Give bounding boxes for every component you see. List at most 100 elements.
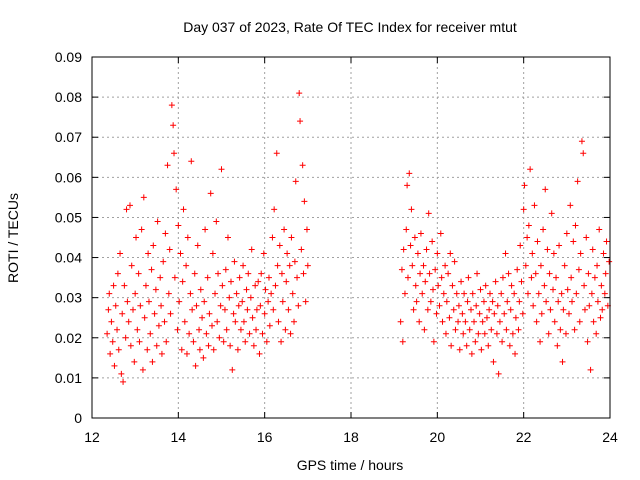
data-point — [117, 250, 124, 257]
data-point — [588, 290, 595, 297]
data-point — [232, 318, 239, 325]
data-point — [132, 290, 139, 297]
data-point — [206, 310, 213, 317]
data-point — [561, 262, 568, 269]
data-point — [505, 270, 512, 277]
data-point — [498, 290, 505, 297]
data-point — [547, 306, 554, 313]
data-point — [558, 290, 565, 297]
data-point — [578, 138, 585, 145]
data-point — [550, 250, 557, 257]
data-point — [421, 326, 428, 333]
data-point — [263, 338, 270, 345]
data-point — [184, 234, 191, 241]
data-point — [193, 302, 200, 309]
data-point — [509, 330, 516, 337]
data-point — [152, 286, 159, 293]
data-point — [417, 270, 424, 277]
x-tick-labels: 12 14 16 18 20 22 24 — [84, 429, 618, 445]
data-point — [265, 274, 272, 281]
data-point — [603, 238, 610, 245]
data-point — [427, 298, 434, 305]
data-point — [597, 314, 604, 321]
data-point — [161, 318, 168, 325]
data-point — [220, 338, 227, 345]
data-point — [286, 262, 293, 269]
chart-title: Day 037 of 2023, Rate Of TEC Index for r… — [183, 19, 517, 35]
data-point — [188, 158, 195, 165]
data-point — [114, 326, 121, 333]
data-point — [581, 282, 588, 289]
data-point — [249, 314, 256, 321]
data-point — [119, 310, 126, 317]
data-point — [203, 330, 210, 337]
data-point — [550, 286, 557, 293]
data-point — [400, 246, 407, 253]
data-point — [580, 150, 587, 157]
data-point — [423, 246, 430, 253]
data-point — [519, 310, 526, 317]
data-point — [142, 282, 149, 289]
y-tick-label: 0.05 — [55, 209, 82, 225]
data-point — [287, 330, 294, 337]
data-point — [173, 186, 180, 193]
data-point — [180, 206, 187, 213]
data-point — [157, 274, 164, 281]
data-point — [163, 338, 170, 345]
data-point — [141, 314, 148, 321]
data-point — [301, 198, 308, 205]
data-point — [401, 290, 408, 297]
data-point — [398, 266, 405, 273]
data-point — [404, 274, 411, 281]
data-point — [200, 354, 207, 361]
data-point — [601, 290, 608, 297]
data-point — [424, 306, 431, 313]
data-point — [553, 274, 560, 281]
data-point — [543, 298, 550, 305]
data-point — [442, 330, 449, 337]
data-point — [158, 350, 165, 357]
data-point — [426, 270, 433, 277]
data-point — [521, 182, 528, 189]
y-axis-label: ROTI / TECUs — [5, 193, 21, 283]
data-point — [253, 306, 260, 313]
x-tick-label: 14 — [171, 429, 187, 445]
data-point — [268, 290, 275, 297]
data-point — [489, 298, 496, 305]
data-point — [234, 346, 241, 353]
y-tick-label: 0 — [74, 410, 82, 426]
data-point — [486, 306, 493, 313]
y-tick-label: 0.03 — [55, 290, 82, 306]
data-point — [284, 250, 291, 257]
data-point — [121, 282, 128, 289]
data-point — [577, 250, 584, 257]
data-point — [124, 298, 131, 305]
y-tick-label: 0.09 — [55, 49, 82, 65]
data-point — [250, 342, 257, 349]
data-point — [258, 270, 265, 277]
data-point — [503, 326, 510, 333]
data-point — [537, 262, 544, 269]
data-point — [288, 234, 295, 241]
data-point — [537, 338, 544, 345]
data-point — [176, 298, 183, 305]
data-point — [414, 250, 421, 257]
data-point — [279, 298, 286, 305]
data-point — [134, 326, 141, 333]
data-point — [446, 314, 453, 321]
data-point — [272, 282, 279, 289]
data-point — [477, 286, 484, 293]
data-point — [456, 346, 463, 353]
data-point — [492, 278, 499, 285]
data-point — [285, 306, 292, 313]
data-point — [581, 306, 588, 313]
data-point — [253, 326, 260, 333]
data-point — [512, 314, 519, 321]
data-point — [425, 210, 432, 217]
data-point — [473, 302, 480, 309]
data-point — [576, 318, 583, 325]
data-point — [468, 306, 475, 313]
data-points — [104, 90, 613, 385]
data-point — [461, 290, 468, 297]
data-point — [235, 302, 242, 309]
